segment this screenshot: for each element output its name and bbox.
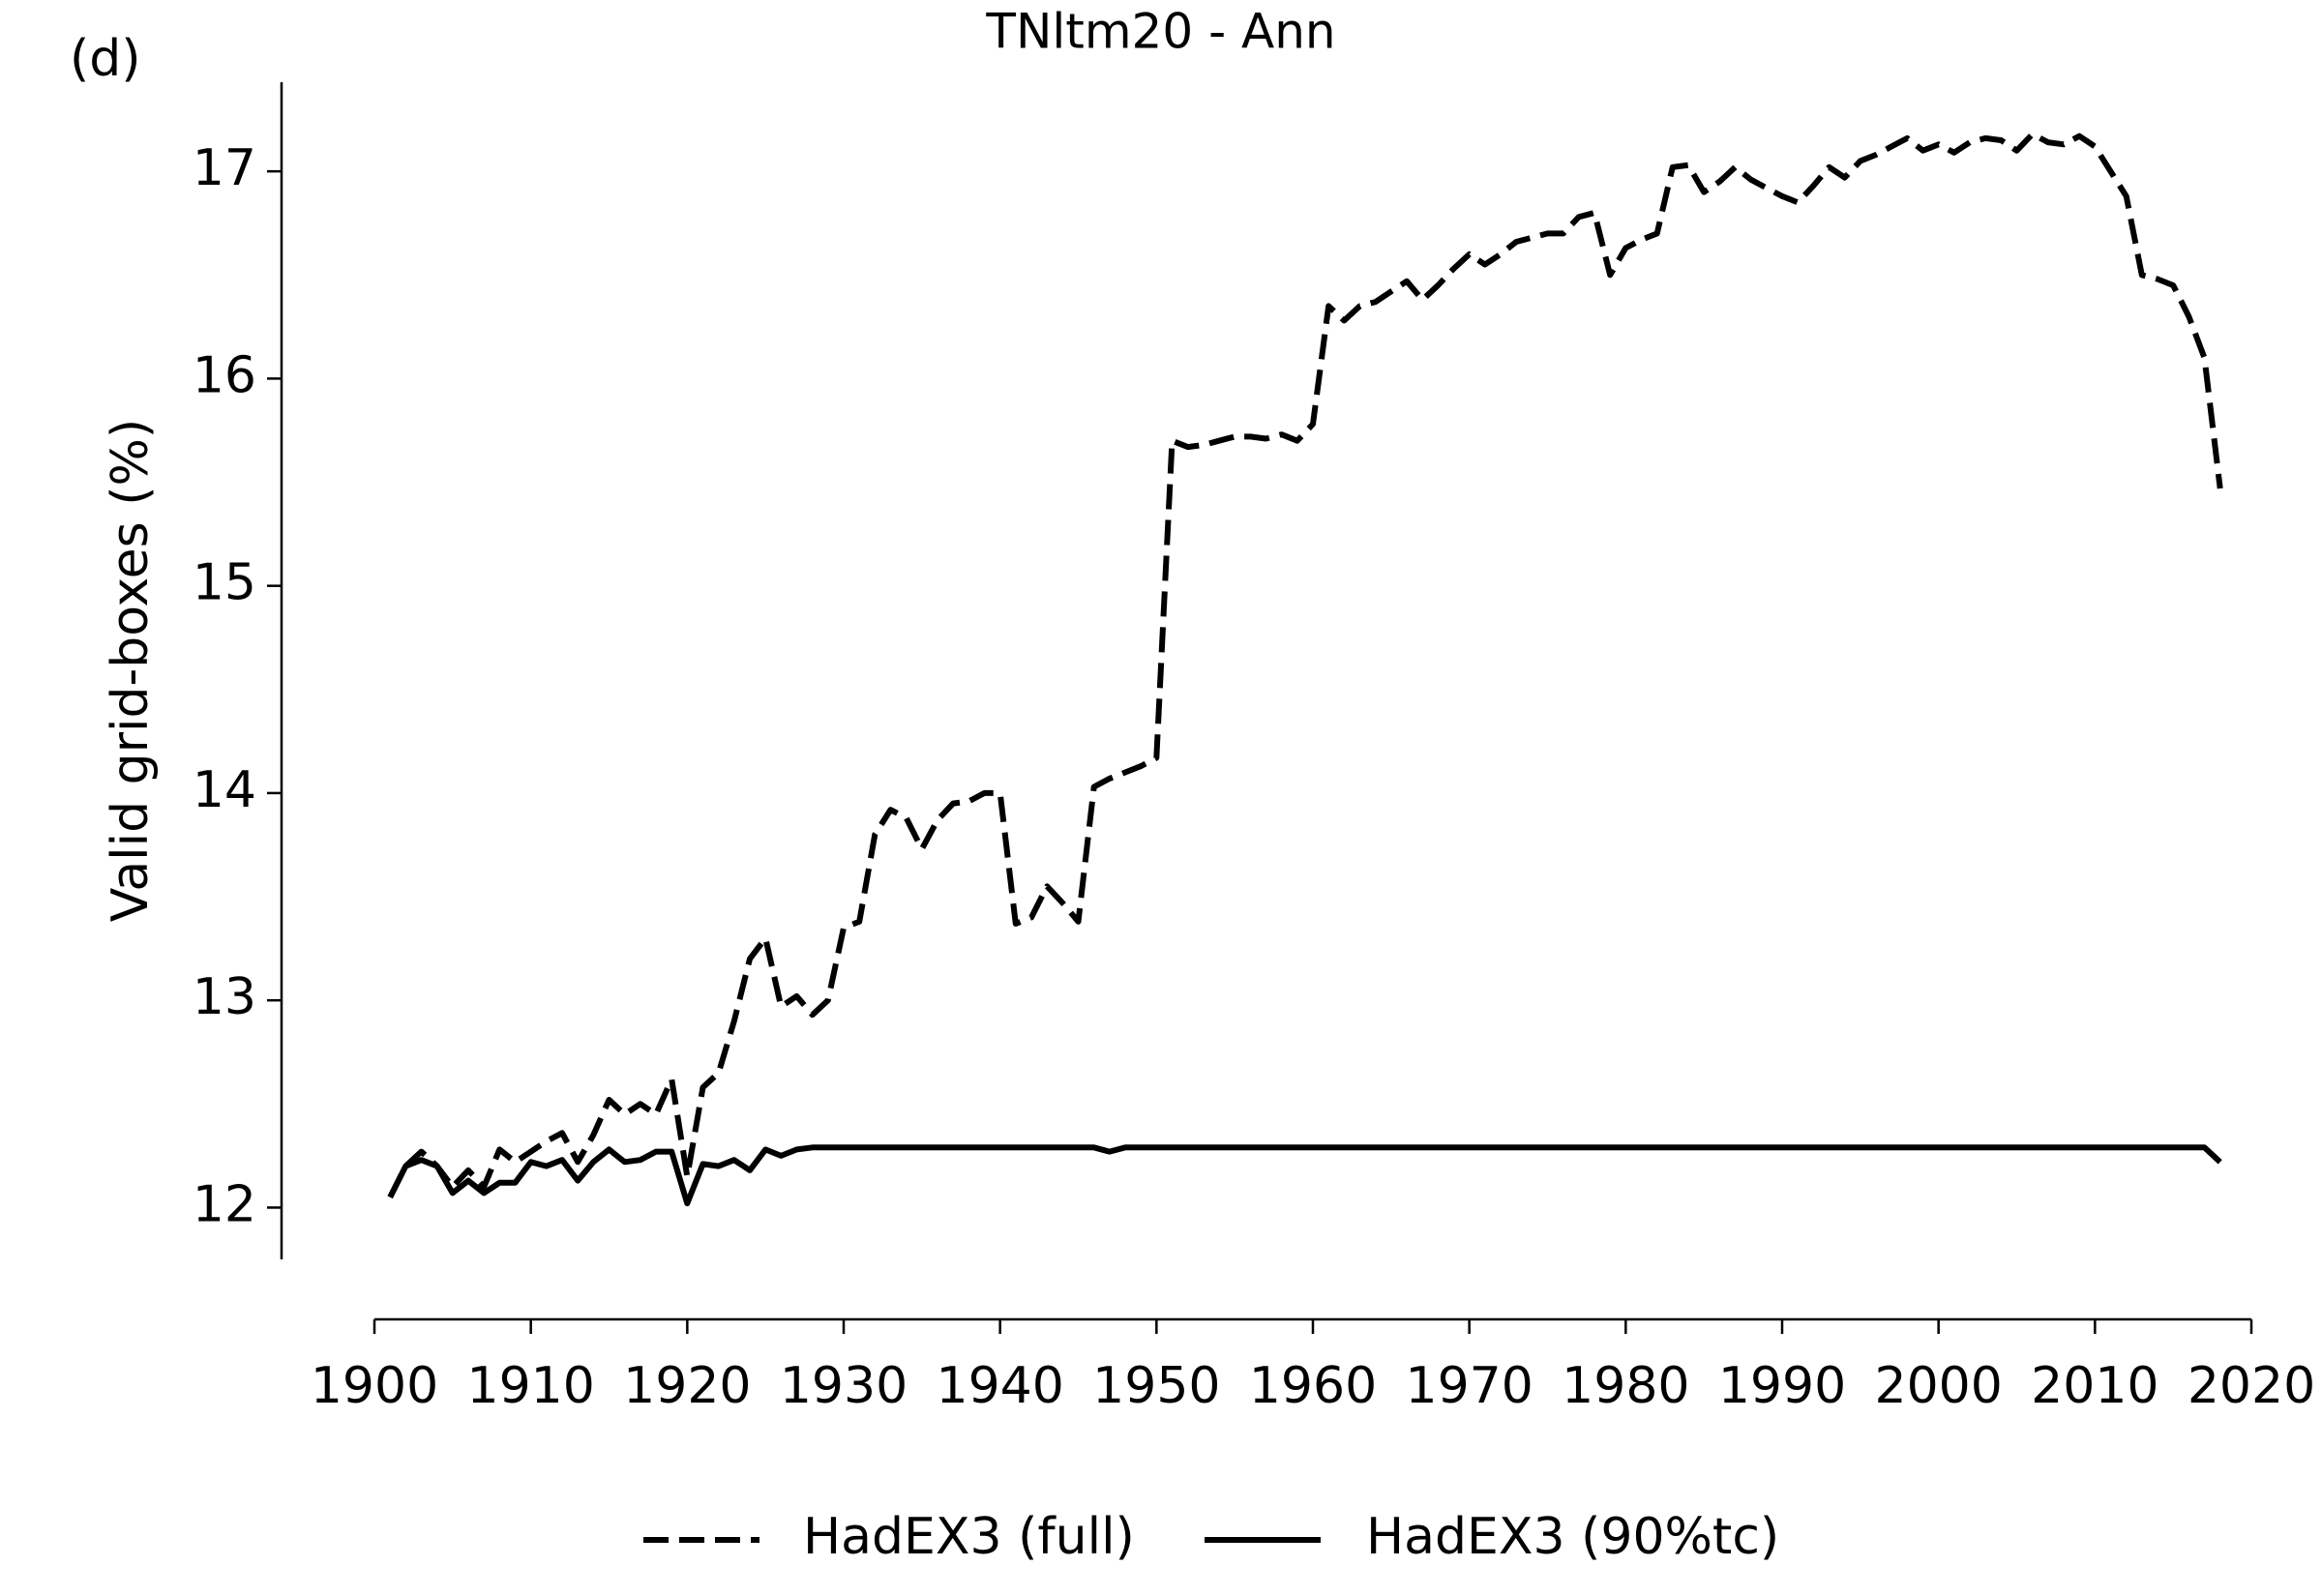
y-tick-label: 14 <box>193 761 256 819</box>
x-tick-label: 1980 <box>1562 1357 1689 1415</box>
x-tick-label: 1990 <box>1718 1357 1846 1415</box>
y-tick-label: 15 <box>193 554 256 612</box>
y-tick-label: 16 <box>193 346 256 404</box>
data-line <box>387 1144 2222 1207</box>
y-tick-label: 13 <box>193 968 256 1026</box>
x-tick-label: 1950 <box>1092 1357 1220 1415</box>
x-tick-label: 1970 <box>1405 1357 1533 1415</box>
x-tick-label: 2020 <box>2188 1357 2315 1415</box>
y-tick-label: 12 <box>193 1175 256 1233</box>
x-tick-label: 1930 <box>780 1357 908 1415</box>
x-tick-label: 1940 <box>936 1357 1063 1415</box>
chart-title: TNltm20 - Ann <box>985 4 1335 60</box>
x-tick-label: 2000 <box>1874 1357 2002 1415</box>
x-tick-label: 1920 <box>623 1357 751 1415</box>
data-line <box>387 131 2223 1199</box>
legend-label: HadEX3 (90%tc) <box>1366 1508 1779 1566</box>
y-tick-label: 17 <box>193 139 256 197</box>
panel-label: (d) <box>70 30 141 88</box>
legend-label: HadEX3 (full) <box>803 1508 1135 1566</box>
y-axis-label: Valid grid-boxes (%) <box>102 419 160 922</box>
x-tick-label: 1910 <box>466 1357 594 1415</box>
x-tick-label: 1960 <box>1249 1357 1377 1415</box>
x-tick-label: 1900 <box>311 1357 438 1415</box>
x-tick-label: 2010 <box>2031 1357 2158 1415</box>
